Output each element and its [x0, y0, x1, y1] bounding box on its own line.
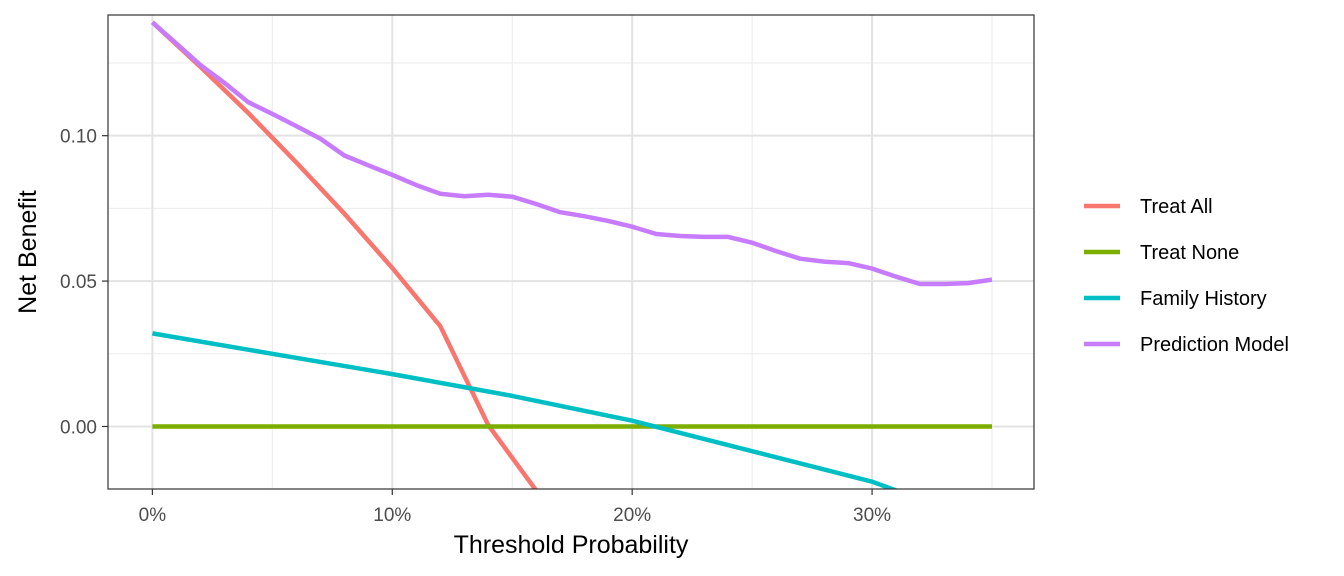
x-axis: 0% 10% 20% 30% [139, 489, 891, 526]
legend-label: Family History [1140, 288, 1267, 310]
legend-label: Treat All [1140, 196, 1213, 218]
minor-gridlines [108, 15, 1034, 489]
major-gridlines [108, 15, 1034, 489]
y-tick-label: 0.10 [60, 127, 97, 148]
legend-item-prediction-model: Prediction Model [1084, 334, 1289, 356]
x-axis-title: Threshold Probability [454, 531, 689, 559]
series-line-family-history [152, 331, 897, 489]
x-tick-label: 30% [853, 505, 891, 526]
x-tick-label: 20% [613, 505, 651, 526]
series-lines [150, 20, 993, 489]
y-tick-label: 0.05 [60, 272, 97, 293]
legend: Treat All Treat None Family History Predict… [1084, 196, 1289, 356]
y-axis: 0.00 0.05 0.10 [60, 127, 108, 438]
y-axis-title: Net Benefit [14, 190, 42, 314]
legend-item-treat-all: Treat All [1084, 196, 1213, 218]
legend-label: Prediction Model [1140, 334, 1289, 356]
series-line-prediction-model [150, 20, 993, 287]
y-tick-label: 0.00 [60, 417, 97, 438]
x-tick-label: 10% [373, 505, 411, 526]
series-line-treat-all [150, 20, 538, 489]
legend-item-family-history: Family History [1084, 288, 1267, 310]
legend-item-treat-none: Treat None [1084, 242, 1239, 264]
plot-panel-border [107, 14, 1035, 490]
legend-label: Treat None [1140, 242, 1239, 264]
x-tick-label: 0% [139, 505, 167, 526]
